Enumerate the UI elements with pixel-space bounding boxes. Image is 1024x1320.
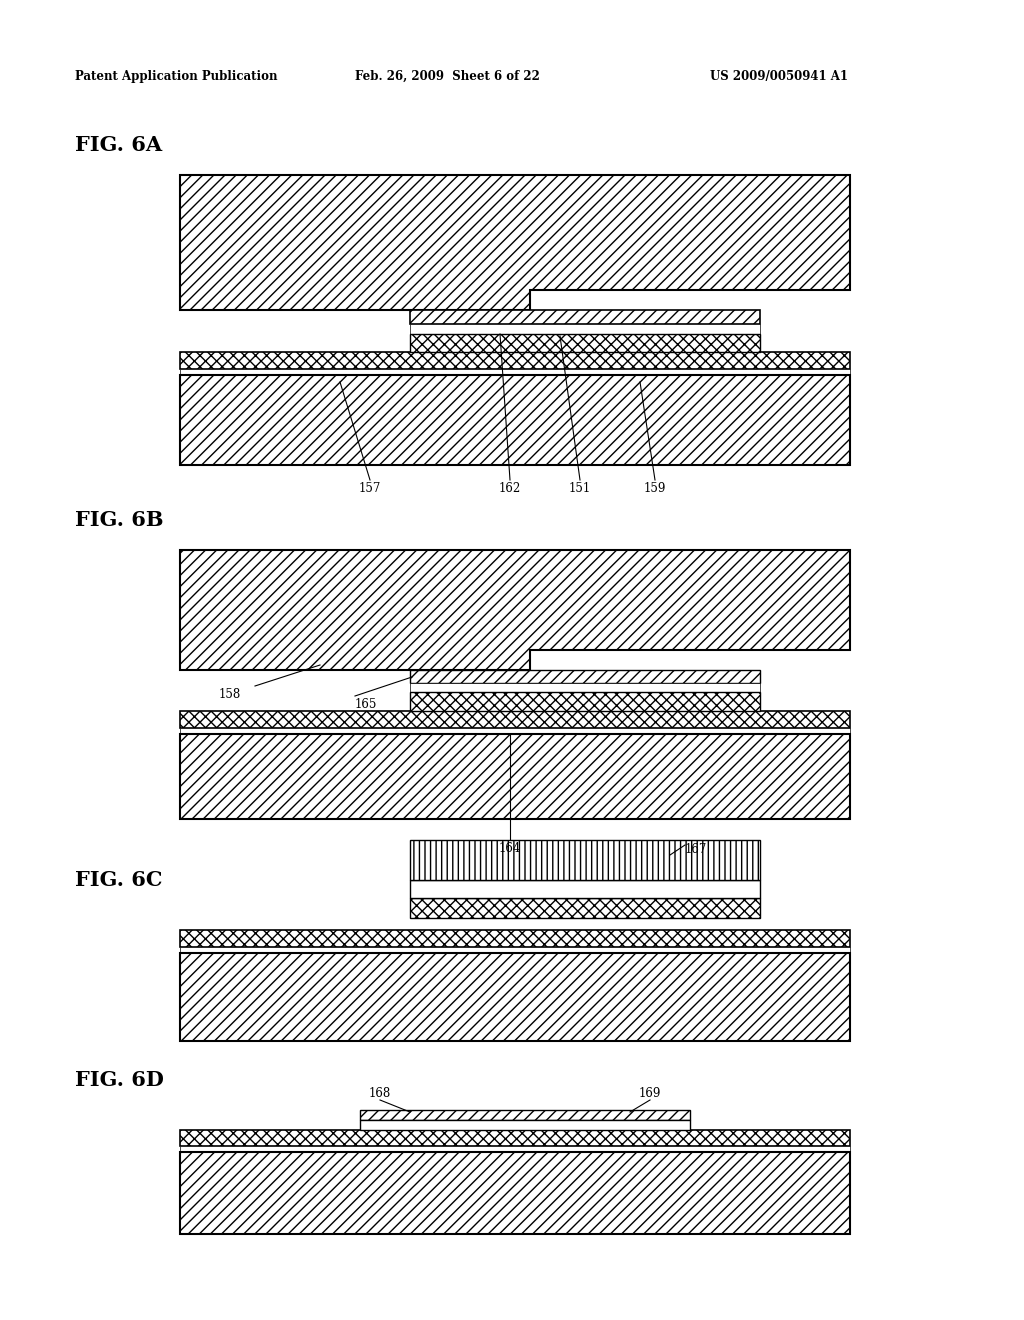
Text: FIG. 6D: FIG. 6D (75, 1071, 164, 1090)
Text: 168: 168 (369, 1086, 391, 1100)
Bar (360, 1119, 690, 1130)
Bar (180, 931, 850, 946)
Text: 159: 159 (644, 482, 667, 495)
Polygon shape (180, 176, 850, 310)
Bar (410, 334, 760, 352)
Text: Patent Application Publication: Patent Application Publication (75, 70, 278, 83)
Polygon shape (180, 550, 850, 671)
Bar (410, 898, 760, 917)
Bar (180, 1130, 850, 1146)
Text: 169: 169 (639, 1086, 662, 1100)
Bar (410, 840, 760, 880)
Text: US 2009/0050941 A1: US 2009/0050941 A1 (710, 70, 848, 83)
Text: 167: 167 (685, 843, 708, 855)
Bar (410, 310, 760, 323)
Bar (180, 352, 850, 370)
Bar (180, 1152, 850, 1234)
Bar (410, 692, 760, 711)
Bar (180, 711, 850, 729)
Text: 165: 165 (355, 698, 378, 711)
Text: 162: 162 (499, 482, 521, 495)
Bar (410, 880, 760, 898)
Bar (410, 323, 760, 334)
Bar (180, 953, 850, 1041)
Bar (180, 734, 850, 818)
Text: 151: 151 (569, 482, 591, 495)
Text: Feb. 26, 2009  Sheet 6 of 22: Feb. 26, 2009 Sheet 6 of 22 (355, 70, 540, 83)
Text: FIG. 6A: FIG. 6A (75, 135, 162, 154)
Text: 164: 164 (499, 842, 521, 855)
Bar (410, 671, 760, 682)
Bar (180, 729, 850, 734)
Bar (360, 1110, 690, 1119)
Bar (180, 370, 850, 375)
Text: 158: 158 (219, 688, 241, 701)
Bar (410, 682, 760, 692)
Text: FIG. 6C: FIG. 6C (75, 870, 163, 890)
Text: FIG. 6B: FIG. 6B (75, 510, 164, 531)
Bar (180, 375, 850, 465)
Bar (180, 946, 850, 953)
Bar (180, 1146, 850, 1152)
Text: 157: 157 (358, 482, 381, 495)
